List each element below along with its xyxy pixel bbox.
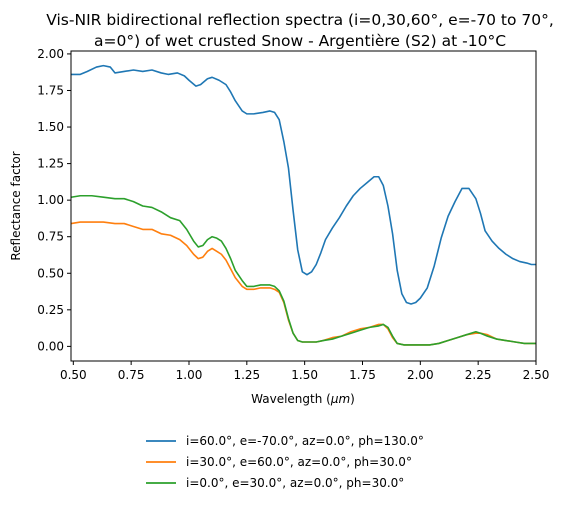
y-axis: 0.00 0.25 0.50 0.75 1.00 1.25 1.50 1.75 2.00 bbox=[37, 47, 71, 353]
plot-frame bbox=[70, 50, 537, 362]
y-tick-label: 0.50 bbox=[37, 266, 64, 280]
legend-label-1: i=60.0°, e=-70.0°, az=0.0°, ph=130.0° bbox=[186, 434, 424, 448]
series-line-1 bbox=[71, 64, 536, 305]
y-tick-label: 2.00 bbox=[37, 47, 64, 61]
y-tick-label: 0.25 bbox=[37, 303, 64, 317]
x-tick-label: 0.75 bbox=[118, 368, 145, 382]
x-tick-label: 2.50 bbox=[523, 368, 550, 382]
x-tick-label: 1.25 bbox=[233, 368, 260, 382]
series-line-2 bbox=[70, 221, 536, 346]
x-axis-label: Wavelength (μm) bbox=[251, 392, 355, 406]
chart-title-line-2: a=0°) of wet crusted Snow - Argentière (… bbox=[94, 32, 506, 50]
chart-title-line-1: Vis-NIR bidirectional reflection spectra… bbox=[46, 11, 554, 29]
x-tick-label: 1.75 bbox=[349, 368, 376, 382]
y-tick-label: 1.00 bbox=[37, 193, 64, 207]
legend-label-3: i=0.0°, e=30.0°, az=0.0°, ph=30.0° bbox=[186, 476, 404, 490]
x-tick-label: 1.50 bbox=[291, 368, 318, 382]
legend: i=60.0°, e=-70.0°, az=0.0°, ph=130.0° i=3… bbox=[146, 434, 424, 490]
y-tick-label: 1.75 bbox=[37, 83, 64, 97]
y-tick-label: 1.25 bbox=[37, 157, 64, 171]
x-tick-label: 2.25 bbox=[465, 368, 492, 382]
y-tick-label: 0.75 bbox=[37, 230, 64, 244]
y-axis-label: Reflectance factor bbox=[9, 151, 23, 260]
y-tick-label: 1.50 bbox=[37, 120, 64, 134]
series-line-3 bbox=[70, 194, 536, 346]
x-tick-label: 1.00 bbox=[176, 368, 203, 382]
x-tick-label: 2.00 bbox=[407, 368, 434, 382]
plot-area bbox=[70, 64, 536, 346]
legend-label-2: i=30.0°, e=60.0°, az=0.0°, ph=30.0° bbox=[186, 455, 412, 469]
x-axis: 0.50 0.75 1.00 1.25 1.50 1.75 2.00 2.25 2.50 bbox=[60, 361, 549, 382]
x-tick-label: 0.50 bbox=[60, 368, 87, 382]
y-tick-label: 0.00 bbox=[37, 339, 64, 353]
